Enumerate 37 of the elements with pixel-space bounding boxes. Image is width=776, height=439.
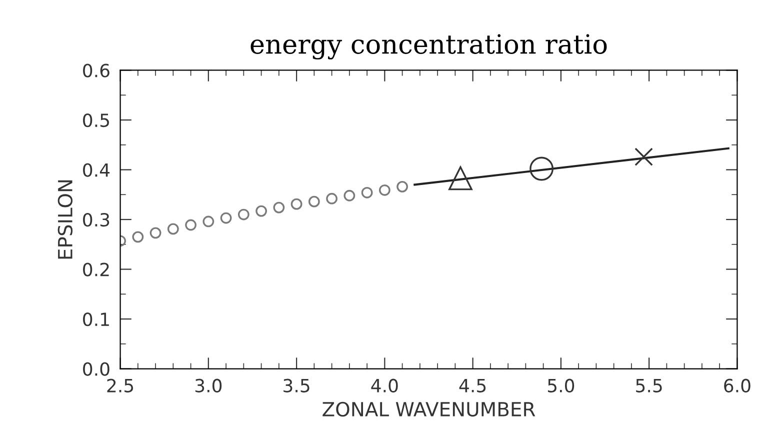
x-tick-label: 3.0: [195, 378, 222, 392]
x-tick-label: 6.0: [724, 378, 750, 392]
y-tick-label: 0.1: [83, 312, 109, 326]
point: [396, 180, 408, 192]
point: [167, 223, 179, 235]
x-tick-label: 4.0: [371, 378, 398, 392]
point: [202, 216, 214, 228]
point: [448, 166, 472, 190]
point: [308, 196, 320, 208]
x-tick-label: 3.5: [284, 378, 310, 392]
point: [273, 202, 285, 214]
point: [361, 186, 373, 198]
x-tick-label: 4.5: [459, 379, 486, 392]
y-axis-title: EPSILON: [58, 180, 73, 259]
y-tick-label: 0.3: [83, 212, 110, 227]
x-tick-label: 5.0: [548, 378, 574, 392]
y-tick-label: 0.6: [83, 64, 110, 78]
point: [256, 205, 267, 217]
point: [326, 192, 338, 204]
y-tick-label: 0.0: [83, 362, 110, 376]
y-tick-label: 0.5: [83, 113, 109, 128]
point: [185, 219, 196, 231]
x-axis-title: ZONAL WAVENUMBER: [322, 402, 536, 417]
chart-title: energy concentration ratio: [250, 34, 607, 60]
x-tick-label: 2.5: [107, 378, 134, 392]
point: [132, 231, 144, 243]
point: [220, 212, 232, 224]
y-tick-label: 0.4: [83, 163, 110, 177]
y-tick-label: 0.2: [83, 262, 109, 276]
point: [378, 184, 390, 196]
point: [344, 190, 356, 202]
point: [150, 227, 162, 239]
point: [290, 198, 302, 210]
point: [530, 156, 554, 181]
x-tick-label: 5.5: [636, 379, 662, 392]
point: [634, 148, 653, 166]
point: [238, 208, 250, 220]
